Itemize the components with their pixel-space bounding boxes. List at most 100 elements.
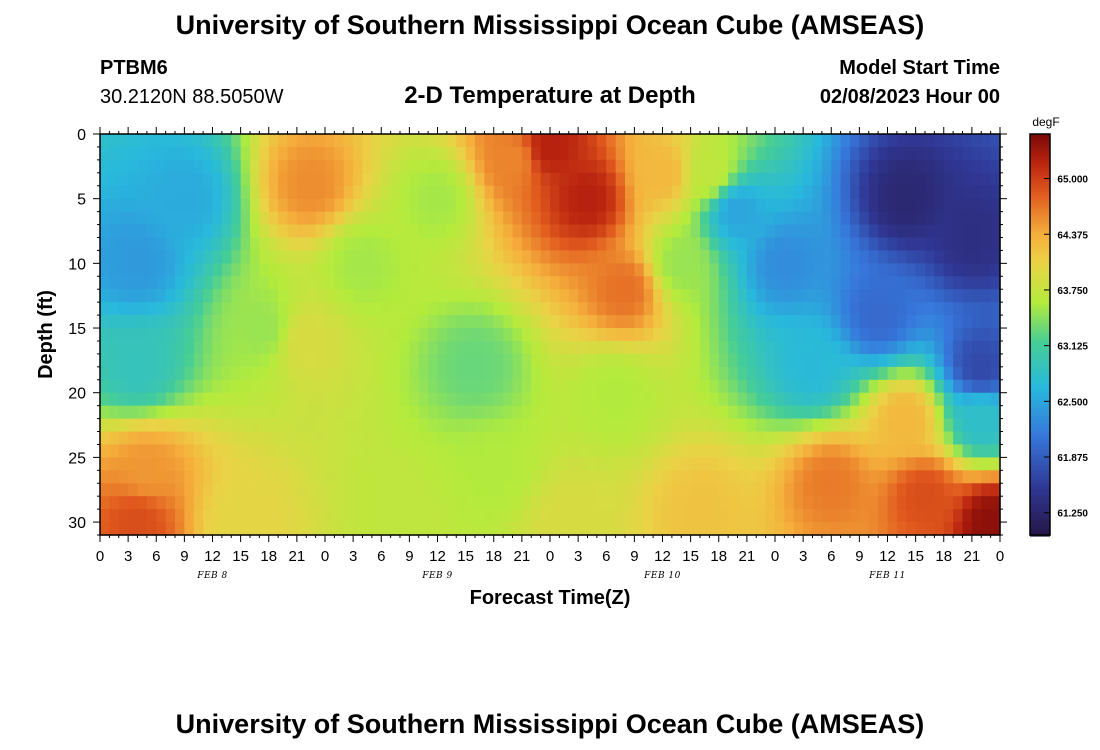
colorbar-swatch	[1030, 494, 1050, 497]
heatmap-cell	[850, 379, 860, 394]
heatmap-cell	[484, 431, 495, 446]
heatmap-cell	[615, 418, 626, 433]
heatmap-cell	[231, 237, 242, 252]
heatmap-cell	[268, 211, 279, 226]
heatmap-cell	[259, 522, 270, 536]
heatmap-cell	[287, 289, 298, 303]
colorbar-swatch	[1030, 460, 1050, 463]
heatmap-cell	[803, 237, 814, 252]
heatmap-cell	[793, 444, 804, 458]
heatmap-cell	[146, 302, 157, 316]
heatmap-cell	[746, 185, 757, 200]
heatmap-cell	[840, 198, 851, 213]
heatmap-cell	[662, 328, 673, 342]
heatmap-cell	[775, 509, 785, 523]
heatmap-cell	[803, 340, 814, 355]
heatmap-cell	[212, 522, 223, 536]
heatmap-cell	[981, 134, 992, 148]
heatmap-cell	[128, 431, 139, 446]
heatmap-cell	[568, 198, 579, 213]
heatmap-cell	[934, 496, 945, 510]
heatmap-cell	[606, 263, 617, 277]
heatmap-cell	[212, 134, 223, 148]
heatmap-cell	[325, 431, 335, 446]
heatmap-cell	[343, 405, 354, 420]
heatmap-cell	[718, 224, 729, 239]
heatmap-cell	[521, 263, 532, 277]
heatmap-cell	[428, 315, 439, 329]
heatmap-cell	[315, 134, 326, 148]
heatmap-cell	[981, 198, 992, 213]
heatmap-cell	[962, 496, 973, 510]
heatmap-cell	[418, 483, 429, 497]
heatmap-cell	[550, 328, 560, 342]
heatmap-cell	[821, 198, 832, 213]
colorbar-swatch	[1030, 368, 1050, 371]
heatmap-cell	[746, 353, 757, 368]
heatmap-cell	[934, 315, 945, 329]
heatmap-cell	[456, 328, 467, 342]
colorbar-swatch	[1030, 432, 1050, 435]
heatmap-cell	[718, 159, 729, 174]
heatmap-cell	[428, 418, 439, 433]
heatmap-cell	[821, 366, 832, 381]
heatmap-cell	[550, 444, 560, 458]
heatmap-cell	[821, 405, 832, 420]
heatmap-cell	[896, 483, 907, 497]
heatmap-cell	[184, 457, 195, 471]
heatmap-cell	[859, 470, 870, 484]
heatmap-cell	[390, 198, 401, 213]
heatmap-cell	[906, 496, 917, 510]
heatmap-cell	[409, 366, 420, 381]
heatmap-cell	[887, 237, 898, 252]
heatmap-cell	[643, 302, 654, 316]
heatmap-cell	[962, 340, 973, 355]
heatmap-cell	[203, 457, 214, 471]
heatmap-cell	[896, 134, 907, 148]
heatmap-cell	[784, 263, 795, 277]
heatmap-cell	[793, 263, 804, 277]
heatmap-cell	[109, 496, 120, 510]
heatmap-cell	[268, 159, 279, 174]
heatmap-cell	[203, 159, 214, 174]
heatmap-cell	[953, 418, 964, 433]
heatmap-cell	[971, 276, 982, 290]
heatmap-cell	[934, 509, 945, 523]
heatmap-cell	[915, 522, 926, 536]
heatmap-cell	[400, 198, 410, 213]
heatmap-cell	[437, 496, 448, 510]
heatmap-cell	[850, 134, 860, 148]
heatmap-cell	[540, 134, 551, 148]
heatmap-cell	[831, 198, 842, 213]
heatmap-cell	[850, 522, 860, 536]
colorbar-swatch	[1030, 430, 1050, 433]
heatmap-cell	[690, 172, 701, 187]
heatmap-cell	[981, 250, 992, 264]
heatmap-cell	[737, 315, 748, 329]
heatmap-cell	[662, 146, 673, 161]
heatmap-cell	[746, 211, 757, 226]
heatmap-cell	[925, 302, 935, 316]
heatmap-cell	[231, 405, 242, 420]
heatmap-cell	[559, 328, 570, 342]
heatmap-cell	[709, 328, 720, 342]
heatmap-cell	[840, 172, 851, 187]
heatmap-cell	[503, 457, 514, 471]
heatmap-cell	[962, 405, 973, 420]
heatmap-cell	[953, 483, 964, 497]
heatmap-cell	[221, 496, 232, 510]
heatmap-cell	[559, 185, 570, 200]
heatmap-cell	[184, 289, 195, 303]
heatmap-cell	[221, 405, 232, 420]
heatmap-cell	[953, 522, 964, 536]
colorbar-swatch	[1030, 452, 1050, 455]
heatmap-cell	[156, 159, 167, 174]
heatmap-cell	[934, 418, 945, 433]
heatmap-cell	[428, 250, 439, 264]
heatmap-cell	[343, 315, 354, 329]
heatmap-cell	[287, 379, 298, 394]
heatmap-cell	[175, 198, 185, 213]
heatmap-cell	[681, 328, 692, 342]
heatmap-cell	[850, 315, 860, 329]
heatmap-cell	[212, 405, 223, 420]
